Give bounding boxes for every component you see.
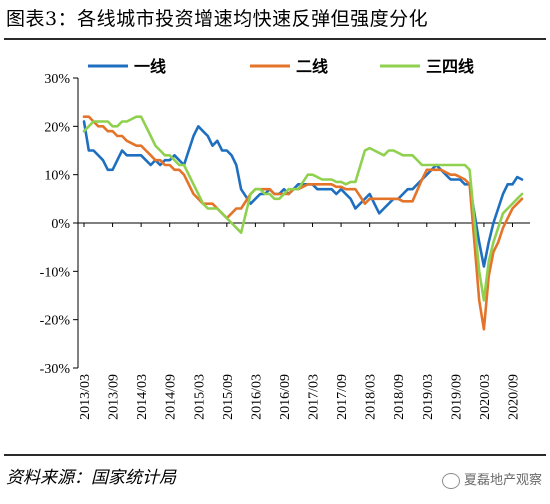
x-tick-label: 2020/03 bbox=[478, 374, 493, 420]
x-tick-label: 2020/09 bbox=[506, 374, 521, 420]
series-line-2 bbox=[82, 115, 524, 302]
legend-label-1: 二线 bbox=[296, 57, 328, 76]
watermark: 夏磊地产观察 bbox=[441, 470, 542, 492]
x-tick-label: 2016/03 bbox=[249, 374, 264, 420]
figure-title: 图表3：各线城市投资增速均快速反弹但强度分化 bbox=[6, 8, 429, 30]
y-tick-label: -30% bbox=[40, 362, 71, 377]
series-line-1 bbox=[82, 115, 524, 331]
x-tick-label: 2016/09 bbox=[278, 374, 293, 420]
y-tick-label: 10% bbox=[44, 169, 70, 184]
x-tick-label: 2019/03 bbox=[421, 374, 436, 420]
x-tick-label: 2018/09 bbox=[392, 374, 407, 420]
x-tick-label: 2013/09 bbox=[107, 374, 122, 420]
y-tick-label: 0% bbox=[51, 217, 70, 232]
x-tick-label: 2017/03 bbox=[307, 374, 322, 420]
y-axis: 30% 20% 10% 0% -10% -20% -30% bbox=[40, 72, 79, 377]
series-lines bbox=[82, 115, 524, 331]
x-tick-label: 2014/09 bbox=[164, 374, 179, 420]
legend-label-2: 三四线 bbox=[426, 57, 474, 76]
x-tick-label: 2019/09 bbox=[449, 374, 464, 420]
x-tick-label: 2013/03 bbox=[78, 374, 93, 420]
source-note: 资料来源：国家统计局 bbox=[6, 468, 176, 488]
y-tick-label: -10% bbox=[40, 265, 71, 280]
chart-legend: 一线 二线 三四线 bbox=[88, 57, 474, 76]
y-tick-label: 20% bbox=[44, 120, 70, 135]
wechat-icon bbox=[441, 473, 460, 489]
bottom-rule bbox=[4, 454, 546, 456]
y-tick-label: 30% bbox=[44, 72, 70, 87]
x-axis: 2013/03 2013/09 2014/03 2014/09 2015/03 2015/… bbox=[78, 222, 530, 420]
legend-label-0: 一线 bbox=[134, 57, 166, 76]
x-tick-label: 2018/03 bbox=[364, 374, 379, 420]
x-tick-label: 2017/09 bbox=[335, 374, 350, 420]
series-line-0 bbox=[82, 120, 524, 268]
y-tick-label: -20% bbox=[40, 314, 71, 329]
watermark-label: 夏磊地产观察 bbox=[463, 473, 542, 488]
x-tick-label: 2015/03 bbox=[192, 374, 207, 420]
x-tick-label: 2015/09 bbox=[221, 374, 236, 420]
x-tick-label: 2014/03 bbox=[135, 374, 150, 420]
top-rule bbox=[4, 38, 546, 40]
line-chart: 一线 二线 三四线 30%20%10%0%-10%-20%-30% 2013/03 2… bbox=[40, 57, 530, 420]
